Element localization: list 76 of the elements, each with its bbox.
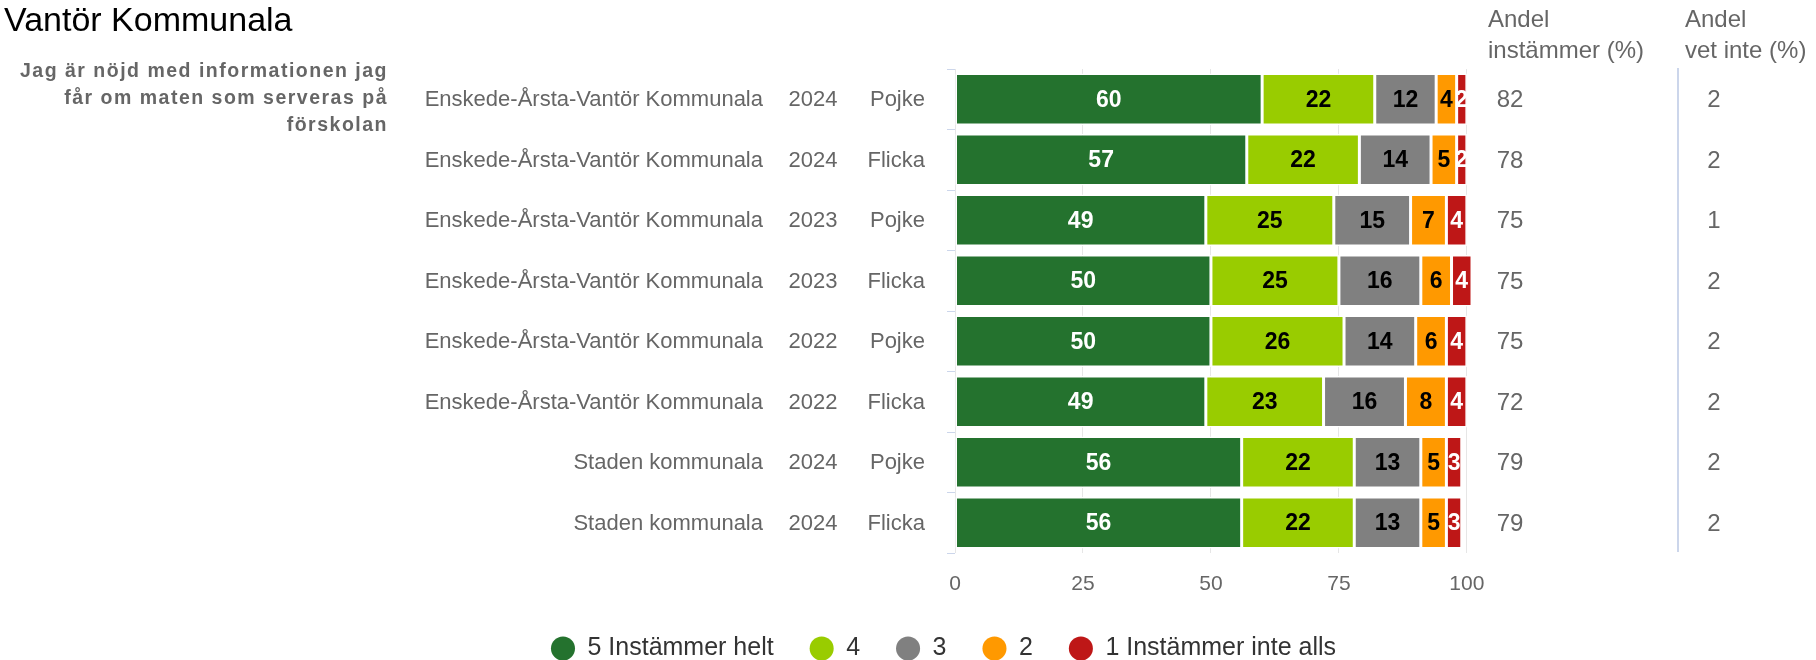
data-label: 8 <box>1419 388 1433 415</box>
text: 2 <box>1707 508 1721 537</box>
text: 2 <box>1707 145 1721 174</box>
data-label: 56 <box>1085 448 1112 475</box>
data-label: 4 <box>1450 327 1464 354</box>
data-label: 3 <box>1447 509 1461 536</box>
data-label: 49 <box>1067 388 1094 415</box>
data-label: 22 <box>1285 448 1311 475</box>
text: 75 <box>1496 266 1524 295</box>
data-label: 60 <box>1096 85 1122 112</box>
data-label: 15 <box>1359 206 1386 233</box>
text: Andel vet inte (%) <box>1685 4 1807 65</box>
text: 2 <box>1707 387 1721 416</box>
text: 1 <box>1707 206 1721 235</box>
data-label: 4 <box>1450 206 1464 233</box>
category-label: Enskede-Årsta-Vantör Kommunala 2023 Flicka <box>424 267 925 293</box>
data-label: 23 <box>1251 388 1278 415</box>
text: Vantör Kommunala <box>4 0 293 38</box>
text: 2 <box>1707 327 1721 356</box>
legend-label: 2 <box>1018 632 1033 660</box>
data-label: 50 <box>1070 327 1097 354</box>
data-label: 4 <box>1450 388 1464 415</box>
data-label: 6 <box>1429 267 1443 294</box>
x-tick-label: 100 <box>1449 571 1485 595</box>
text: 82 <box>1496 85 1524 114</box>
category-label: Enskede-Årsta-Vantör Kommunala 2023 Pojke <box>424 207 925 233</box>
data-label: 25 <box>1262 267 1288 294</box>
category-label: Enskede-Årsta-Vantör Kommunala 2024 Pojke <box>424 86 925 112</box>
data-label: 14 <box>1367 327 1393 354</box>
legend-label: 3 <box>932 632 947 660</box>
x-tick-label: 50 <box>1199 571 1223 595</box>
data-label: 4 <box>1440 85 1454 112</box>
text: 79 <box>1496 448 1524 477</box>
data-label: 49 <box>1067 206 1094 233</box>
data-label: 5 <box>1437 146 1451 173</box>
data-label: 3 <box>1447 448 1461 475</box>
data-label: 7 <box>1422 206 1435 233</box>
text: 75 <box>1496 327 1524 356</box>
text: Jag är nöjd med informationen jag får om maten som serveras på förskolan <box>18 58 388 137</box>
legend-label: 5 Instämmer helt <box>587 632 774 660</box>
data-label: 50 <box>1070 267 1097 294</box>
data-label: 12 <box>1392 85 1419 112</box>
data-label: 56 <box>1085 509 1112 536</box>
category-label: Enskede-Årsta-Vantör Kommunala 2022 Flicka <box>424 388 925 414</box>
x-tick-label: 25 <box>1071 571 1095 595</box>
text: 2 <box>1707 448 1721 477</box>
data-label: 26 <box>1264 327 1291 354</box>
text: Andel instämmer (%) <box>1488 4 1645 65</box>
x-tick-label: 0 <box>949 571 961 595</box>
data-label: 4 <box>1455 267 1469 294</box>
legend-label: 1 Instämmer inte alls <box>1105 632 1337 660</box>
text: 2 <box>1707 85 1721 114</box>
data-label: 6 <box>1424 327 1438 354</box>
x-tick-label: 75 <box>1327 571 1351 595</box>
data-label: 14 <box>1382 146 1409 173</box>
data-label: 22 <box>1305 85 1332 112</box>
data-label: 16 <box>1367 267 1393 294</box>
data-label: 5 <box>1427 509 1441 536</box>
data-label: 16 <box>1351 388 1378 415</box>
data-label: 5 <box>1427 448 1441 475</box>
category-label: Staden kommunala 2024 Pojke <box>573 449 925 475</box>
data-label: 57 <box>1088 146 1114 173</box>
text: 78 <box>1496 145 1524 174</box>
category-label: Enskede-Årsta-Vantör Kommunala 2022 Pojke <box>424 328 925 354</box>
data-label: 13 <box>1374 509 1401 536</box>
category-label: Staden kommunala 2024 Flicka <box>573 509 925 535</box>
legend-label: 4 <box>846 632 861 660</box>
category-label: Enskede-Årsta-Vantör Kommunala 2024 Flicka <box>424 146 925 172</box>
data-label: 13 <box>1374 448 1401 475</box>
data-label: 22 <box>1290 146 1316 173</box>
data-label: 25 <box>1257 206 1283 233</box>
data-label: 22 <box>1285 509 1311 536</box>
text: 72 <box>1496 387 1524 416</box>
text: 79 <box>1496 508 1524 537</box>
text: 2 <box>1707 266 1721 295</box>
text: 75 <box>1496 206 1524 235</box>
